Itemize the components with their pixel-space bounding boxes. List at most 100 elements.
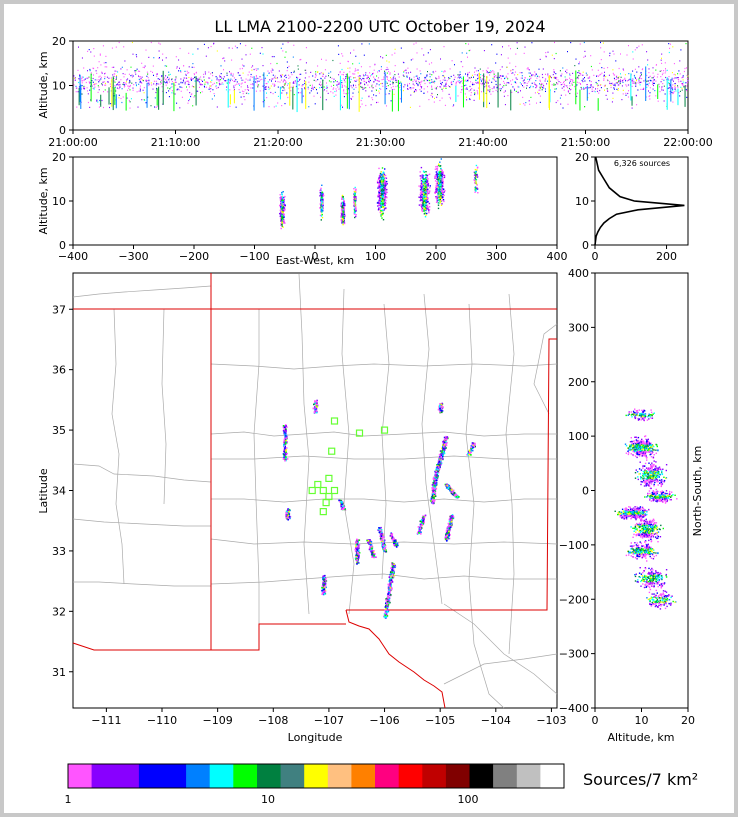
source-point	[135, 54, 137, 56]
source-point	[244, 81, 246, 83]
source-point	[478, 87, 480, 89]
source-point	[663, 85, 665, 87]
source-point	[557, 100, 559, 102]
source-point	[579, 43, 581, 45]
ew-source-point	[381, 177, 383, 179]
source-point	[603, 78, 605, 80]
ew-tick-label: −400	[58, 250, 88, 263]
ew-source-point	[434, 177, 437, 179]
ew-source-point	[437, 193, 439, 195]
ew-source-point	[437, 182, 439, 184]
source-point	[156, 75, 158, 77]
source-point	[371, 90, 373, 92]
source-point	[75, 85, 77, 87]
source-point	[378, 77, 379, 79]
source-point	[435, 70, 437, 72]
source-point	[484, 79, 486, 81]
map-source-point	[287, 508, 289, 510]
source-point	[373, 94, 375, 96]
ew-source-point	[474, 174, 476, 176]
source-point	[460, 76, 462, 78]
source-point	[538, 89, 540, 91]
source-point	[629, 78, 631, 80]
source-point	[162, 59, 163, 61]
source-point	[596, 75, 598, 77]
time-tick-label: 21:50:00	[561, 136, 610, 149]
source-point	[433, 72, 435, 74]
source-point	[79, 75, 80, 77]
source-point	[499, 76, 501, 78]
source-point	[97, 85, 99, 87]
source-point	[604, 71, 605, 73]
source-point	[461, 77, 463, 80]
source-point	[461, 80, 463, 82]
source-point	[200, 83, 202, 85]
source-point	[318, 83, 320, 85]
source-point	[518, 86, 520, 88]
source-point	[448, 85, 449, 87]
source-point	[268, 106, 270, 108]
source-point	[147, 77, 149, 79]
source-point	[407, 83, 408, 85]
source-point	[105, 55, 107, 57]
source-point	[214, 95, 215, 97]
source-point	[364, 84, 366, 86]
ew-alt-tick-label: 10	[52, 195, 66, 208]
ew-source-point	[381, 167, 384, 169]
source-point	[388, 70, 390, 73]
ew-source-point	[436, 168, 438, 170]
ew-source-point	[280, 196, 282, 198]
source-point	[470, 76, 472, 78]
source-point	[130, 98, 132, 100]
source-point	[457, 80, 459, 82]
source-point	[559, 97, 561, 99]
ew-source-point	[443, 176, 446, 179]
ew-source-point	[353, 201, 355, 203]
source-point	[643, 87, 645, 89]
source-point	[665, 68, 666, 70]
source-point	[207, 83, 209, 85]
ew-source-point	[284, 205, 286, 208]
source-point	[369, 66, 371, 68]
map-source-point	[285, 440, 287, 442]
source-point	[596, 83, 598, 85]
source-point	[316, 89, 317, 91]
source-point	[179, 86, 181, 88]
source-point	[462, 76, 464, 78]
ew-source-point	[321, 198, 323, 200]
source-point	[376, 83, 378, 85]
source-point	[510, 70, 512, 72]
source-point	[130, 75, 132, 77]
source-point	[403, 62, 405, 64]
source-point	[492, 70, 494, 72]
source-point	[491, 44, 493, 46]
source-point	[433, 82, 435, 84]
source-point	[93, 55, 95, 57]
source-point	[597, 69, 599, 71]
ew-source-point	[425, 191, 427, 193]
source-point	[612, 50, 614, 52]
source-point	[293, 81, 294, 83]
source-point	[597, 88, 599, 90]
source-point	[682, 76, 684, 78]
source-point	[428, 82, 430, 84]
source-point	[535, 80, 537, 82]
ew-source-point	[436, 173, 438, 175]
source-point	[292, 85, 294, 87]
source-point	[638, 80, 640, 82]
ew-source-point	[280, 211, 282, 214]
source-point	[407, 85, 409, 87]
source-point	[341, 68, 343, 71]
ew-source-point	[439, 176, 441, 178]
source-point	[156, 73, 158, 75]
source-point	[625, 84, 627, 86]
source-point	[342, 106, 343, 108]
ew-source-point	[420, 193, 423, 195]
ew-source-point	[381, 199, 383, 201]
ew-source-point	[425, 209, 427, 212]
source-point	[103, 106, 104, 109]
source-point	[342, 55, 344, 57]
source-point	[202, 80, 203, 82]
source-point	[661, 74, 663, 76]
source-point	[312, 88, 314, 90]
